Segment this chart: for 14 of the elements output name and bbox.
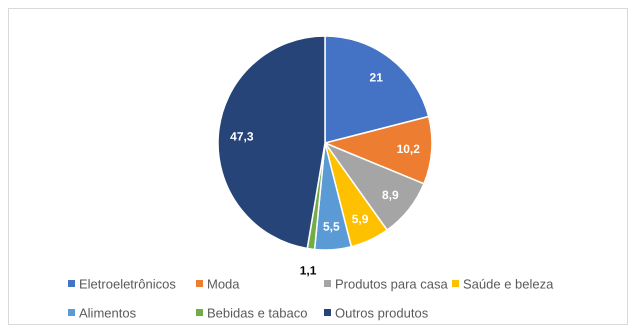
data-label: 5,9 [352, 212, 369, 226]
legend-label: Moda [207, 276, 240, 292]
legend-label: Alimentos [79, 306, 137, 321]
data-label: 8,9 [382, 188, 400, 202]
data-label: 21 [370, 70, 384, 84]
legend-label: Produtos para casa [335, 276, 449, 292]
legend-label: Eletroeletrônicos [79, 276, 176, 292]
legend-label: Saúde e beleza [463, 276, 554, 292]
data-label: 10,2 [396, 142, 420, 156]
legend-label: Outros produtos [335, 306, 429, 321]
data-label: 1,1 [300, 263, 317, 278]
legend-label: Bebidas e tabaco [207, 306, 308, 321]
data-label: 47,3 [230, 129, 254, 144]
data-label: 5,5 [322, 219, 340, 234]
